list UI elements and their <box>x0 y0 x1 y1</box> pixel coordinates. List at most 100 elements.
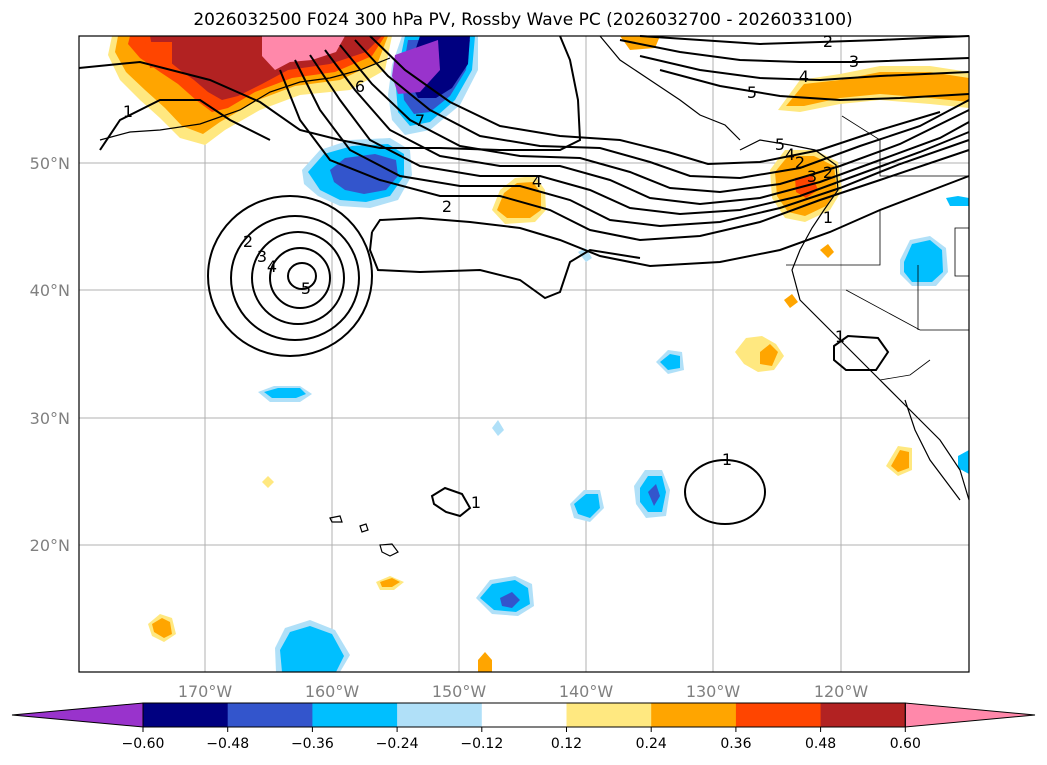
contour-label: 1 <box>722 450 732 469</box>
colorbar-tick-label: 0.48 <box>805 736 836 752</box>
fill-blob-6-inner <box>500 592 520 608</box>
contour-closed-california <box>833 334 890 371</box>
fill-blob-13 <box>946 196 969 206</box>
contour-ne-4 <box>639 55 970 82</box>
fill-blob-12 <box>958 450 969 474</box>
contour-south-branch <box>371 175 970 268</box>
colorbar-tick-label: 0.12 <box>551 736 582 752</box>
contour-label: 1 <box>471 493 481 512</box>
colorbar-cell <box>312 703 398 727</box>
fill-inland-negative-cyan <box>904 240 943 282</box>
contour-jet-7 <box>369 35 941 166</box>
border-canada-us <box>841 115 969 177</box>
coastline-baja <box>904 399 961 501</box>
contour-label: 3 <box>807 167 817 186</box>
lon-label-170w: 170°W <box>178 682 233 701</box>
contour-label: 3 <box>257 247 267 266</box>
fill-blob-8-core <box>152 618 172 638</box>
contour-closed-subtropical <box>684 459 766 525</box>
colorbar: −0.60 −0.48 −0.36 −0.24 −0.12 0.12 0.24 0.36 0.4… <box>11 702 1036 752</box>
contour-south-branch-2 <box>368 231 641 300</box>
map-background <box>79 36 969 672</box>
coastline-north-america-west <box>739 139 970 501</box>
lon-label-120w: 120°W <box>814 682 869 701</box>
colorbar-cell <box>481 703 567 727</box>
contour-low-3 <box>251 231 345 325</box>
contour-label: 4 <box>799 67 809 86</box>
fill-ne-positive-orange <box>786 72 969 106</box>
fill-mid-positive-orange <box>497 182 541 218</box>
fill-gulf-negative-purple <box>392 40 440 94</box>
fill-blob-16 <box>262 476 274 488</box>
lon-label-160w: 160°W <box>305 682 360 701</box>
colorbar-cell <box>566 703 652 727</box>
contour-label: 2 <box>442 197 452 216</box>
colorbar-extend-low <box>11 702 144 728</box>
contour-nw-1 <box>99 99 271 151</box>
colorbar-tick-label: −0.24 <box>376 736 419 752</box>
map-frame <box>78 35 970 673</box>
fill-blob-17 <box>784 294 798 308</box>
colorbar-cells <box>11 702 1036 728</box>
fill-blob-4-inner <box>648 484 660 506</box>
pv-contours <box>78 35 970 525</box>
graticule <box>79 36 969 672</box>
contour-label: 3 <box>849 52 859 71</box>
contour-jet-3 <box>309 54 970 216</box>
fill-blob-11-core <box>891 450 909 472</box>
contour-low-2 <box>230 215 360 341</box>
contour-jet-6 <box>354 39 970 180</box>
colorbar-extend-high <box>904 702 1036 728</box>
colorbar-cell <box>397 703 483 727</box>
colorbar-tick-label: −0.60 <box>122 736 165 752</box>
contour-jet-4 <box>324 49 970 206</box>
contour-jet-2 <box>294 59 970 228</box>
fill-blob-9-core <box>380 578 400 587</box>
coastline-aleutians <box>99 57 391 141</box>
contour-label: 1 <box>823 208 833 227</box>
colorbar-tick-label: 0.24 <box>636 736 667 752</box>
contour-label: 4 <box>532 172 542 191</box>
contour-label: 6 <box>355 77 365 96</box>
contour-label: 2 <box>243 232 253 251</box>
contour-jet-5 <box>339 44 970 194</box>
lon-label-140w: 140°W <box>559 682 614 701</box>
colorbar-tick-label: −0.48 <box>206 736 249 752</box>
colorbar-tick-label: 0.60 <box>890 736 921 752</box>
colorbar-cell <box>143 703 229 727</box>
lat-label-30n: 30°N <box>30 409 70 428</box>
island-oahu <box>329 515 343 523</box>
contour-ne-5 <box>659 69 970 102</box>
latitude-labels: 50°N 40°N 30°N 20°N <box>30 154 70 555</box>
coastline-alaska-panhandle <box>599 35 741 141</box>
colorbar-tick-label: −0.36 <box>291 736 334 752</box>
figure-title: 2026032500 F024 300 hPa PV, Rossby Wave … <box>193 10 852 30</box>
fill-nw-small-redorange <box>145 42 172 68</box>
contour-label: 2 <box>823 32 833 51</box>
colorbar-cell <box>227 703 313 727</box>
border-us-mexico <box>879 359 931 381</box>
island-hawaii <box>379 543 399 557</box>
contour-closed-hawaii-north <box>430 486 472 518</box>
fill-blob-14 <box>578 248 592 262</box>
contour-trough-1 <box>78 35 582 151</box>
contour-low-4 <box>269 247 331 309</box>
contour-label: 5 <box>301 279 311 298</box>
border-california-nevada <box>845 289 969 331</box>
fill-blob-10 <box>478 652 492 672</box>
coastlines <box>99 35 970 557</box>
contour-ne-2 <box>639 35 970 46</box>
contour-label: 5 <box>747 83 757 102</box>
colorbar-cell <box>735 703 822 727</box>
lat-label-20n: 20°N <box>30 536 70 555</box>
lat-label-50n: 50°N <box>30 154 70 173</box>
fill-blob-7-core <box>280 626 344 672</box>
contour-ne-3 <box>619 39 970 63</box>
fill-blob-15 <box>492 420 504 436</box>
contour-label: 7 <box>415 111 425 130</box>
contour-label: 2 <box>823 163 833 182</box>
fill-blob-3-core <box>264 388 306 398</box>
longitude-labels: 170°W 160°W 150°W 140°W 130°W 120°W <box>178 682 869 701</box>
